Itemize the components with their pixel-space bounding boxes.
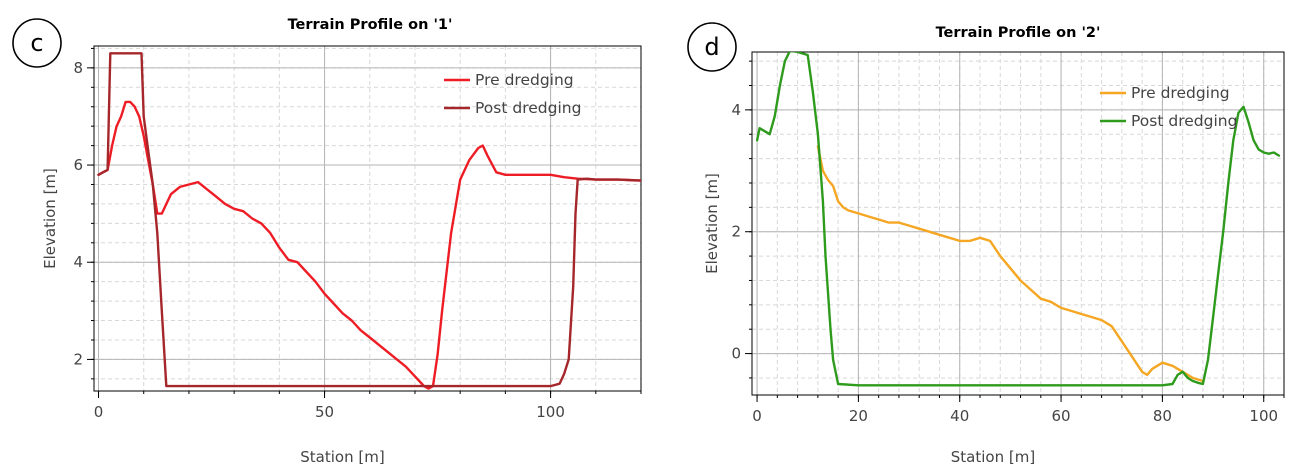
y-axis-label: Elevation [m] bbox=[41, 168, 59, 269]
y-tick-label: 0 bbox=[731, 345, 741, 363]
series-line-post-dredging bbox=[755, 52, 1281, 387]
grid bbox=[752, 52, 1285, 395]
chart-title: Terrain Profile on '2' bbox=[936, 25, 1101, 41]
series-line-post-dredging bbox=[97, 52, 641, 388]
x-tick-label: 40 bbox=[950, 407, 969, 425]
x-tick-label: 60 bbox=[1052, 407, 1071, 425]
x-tick-label: 80 bbox=[1153, 407, 1172, 425]
legend: Pre dredging Post dredging bbox=[444, 71, 581, 117]
legend-label: Pre dredging bbox=[1131, 84, 1230, 102]
chart-title: Terrain Profile on '1' bbox=[288, 17, 453, 33]
x-tick-label: 50 bbox=[315, 403, 334, 421]
legend: Pre dredging Post dredging bbox=[1100, 84, 1237, 130]
plot-frame bbox=[751, 51, 1285, 396]
x-tick-label: 100 bbox=[536, 403, 565, 421]
legend-label: Pre dredging bbox=[475, 71, 574, 89]
panel-label-circle bbox=[12, 18, 62, 68]
x-tick-label: 0 bbox=[94, 403, 104, 421]
chart-panel-c: c Terrain Profile on '1' 0 50 100 2 4 6 8 Station… bbox=[12, 17, 642, 466]
y-tick-label: 4 bbox=[731, 101, 741, 119]
ticks: 0 20 40 60 80 100 0 2 4 bbox=[731, 60, 1285, 425]
y-tick-label: 8 bbox=[73, 59, 83, 77]
panel-label: c bbox=[30, 29, 43, 57]
y-tick-label: 6 bbox=[73, 156, 83, 174]
x-tick-label: 100 bbox=[1249, 407, 1278, 425]
panel-label-circle bbox=[687, 22, 737, 72]
plot-area bbox=[752, 52, 1284, 395]
x-axis-label: Station [m] bbox=[300, 448, 384, 466]
ticks: 0 50 100 2 4 6 8 bbox=[73, 47, 642, 421]
plot-frame bbox=[93, 45, 642, 392]
x-axis-label: Station [m] bbox=[951, 448, 1035, 466]
x-tick-label: 0 bbox=[752, 407, 762, 425]
y-tick-label: 2 bbox=[73, 350, 83, 368]
y-axis-label: Elevation [m] bbox=[703, 173, 721, 274]
y-tick-label: 2 bbox=[731, 223, 741, 241]
plot-area bbox=[94, 46, 641, 391]
panel-label: d bbox=[704, 33, 719, 61]
legend-label: Post dredging bbox=[1131, 112, 1237, 130]
y-tick-label: 4 bbox=[73, 253, 83, 271]
chart-panel-d: d Terrain Profile on '2' 0 20 40 60 80 100 0 2 4 St… bbox=[687, 22, 1285, 466]
series-line-pre-dredging bbox=[816, 145, 1205, 383]
series-group bbox=[97, 52, 641, 390]
x-tick-label: 20 bbox=[849, 407, 868, 425]
series-line-pre-dredging bbox=[97, 100, 641, 390]
series-group bbox=[755, 52, 1281, 387]
legend-label: Post dredging bbox=[475, 99, 581, 117]
